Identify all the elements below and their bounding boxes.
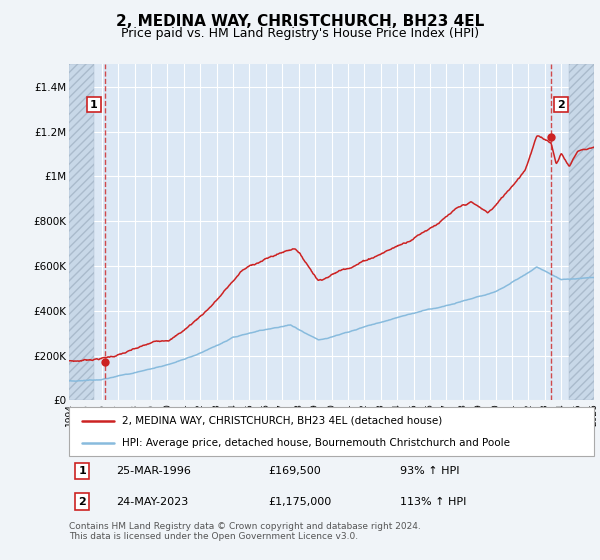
Text: 93% ↑ HPI: 93% ↑ HPI (400, 466, 459, 476)
Text: 2, MEDINA WAY, CHRISTCHURCH, BH23 4EL (detached house): 2, MEDINA WAY, CHRISTCHURCH, BH23 4EL (d… (121, 416, 442, 426)
Text: 113% ↑ HPI: 113% ↑ HPI (400, 497, 466, 507)
Text: £169,500: £169,500 (269, 466, 321, 476)
Text: £1,175,000: £1,175,000 (269, 497, 332, 507)
Text: HPI: Average price, detached house, Bournemouth Christchurch and Poole: HPI: Average price, detached house, Bour… (121, 437, 509, 447)
Text: 24-MAY-2023: 24-MAY-2023 (116, 497, 188, 507)
Text: 1: 1 (78, 466, 86, 476)
Text: 2: 2 (78, 497, 86, 507)
Text: 1: 1 (90, 100, 98, 110)
Text: 2: 2 (557, 100, 565, 110)
Text: Price paid vs. HM Land Registry's House Price Index (HPI): Price paid vs. HM Land Registry's House … (121, 27, 479, 40)
Text: 25-MAR-1996: 25-MAR-1996 (116, 466, 191, 476)
Text: Contains HM Land Registry data © Crown copyright and database right 2024.
This d: Contains HM Land Registry data © Crown c… (69, 522, 421, 542)
FancyBboxPatch shape (69, 407, 594, 456)
Text: 2, MEDINA WAY, CHRISTCHURCH, BH23 4EL: 2, MEDINA WAY, CHRISTCHURCH, BH23 4EL (116, 14, 484, 29)
